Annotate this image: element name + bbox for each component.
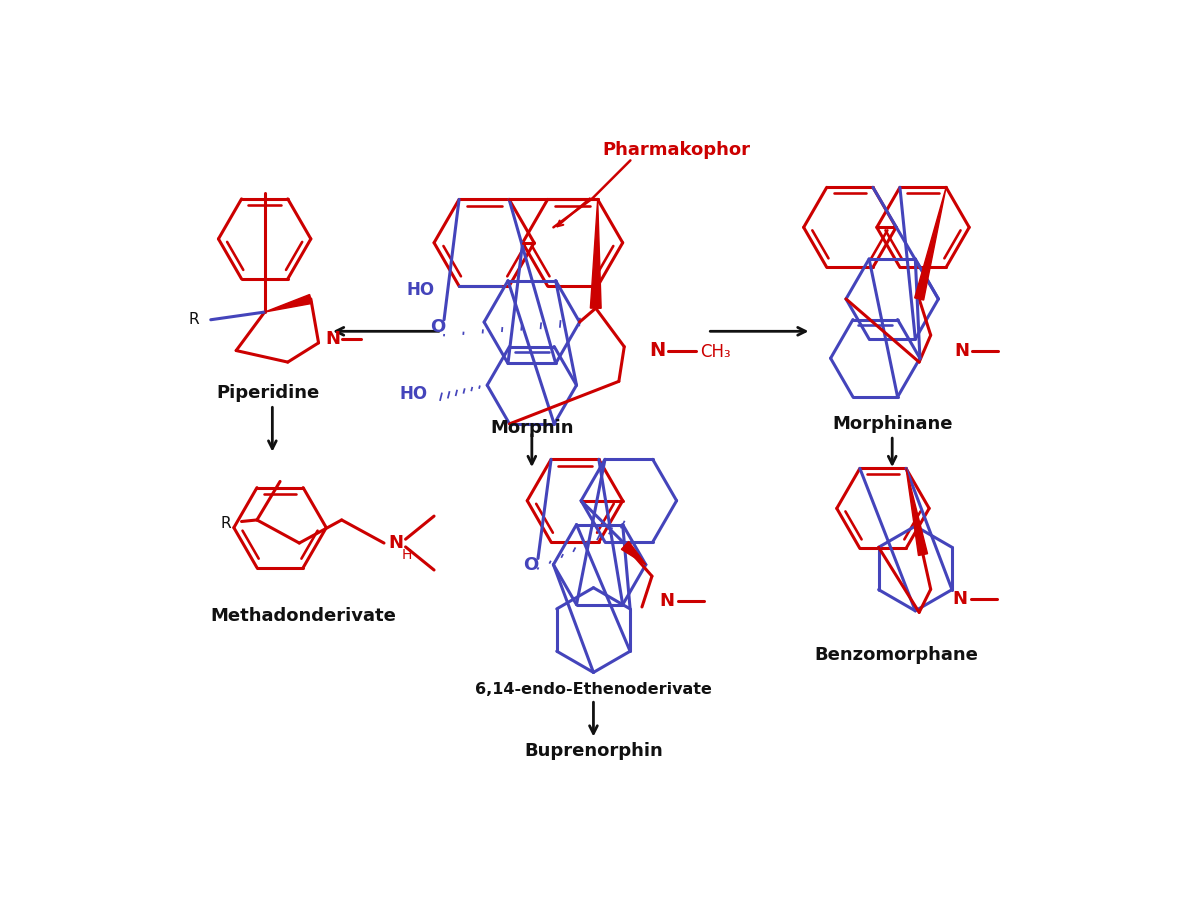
Polygon shape: [906, 468, 928, 555]
Text: N: N: [649, 341, 666, 360]
Text: HO: HO: [407, 281, 434, 299]
Polygon shape: [265, 294, 312, 312]
Text: Piperidine: Piperidine: [217, 384, 320, 402]
Text: H: H: [402, 547, 413, 562]
Text: Benzomorphane: Benzomorphane: [814, 645, 978, 663]
Text: N: N: [954, 342, 970, 360]
Text: Pharmakophor: Pharmakophor: [602, 141, 751, 159]
Polygon shape: [622, 542, 646, 564]
Text: O: O: [431, 319, 445, 337]
Text: O: O: [523, 555, 538, 573]
Text: Buprenorphin: Buprenorphin: [524, 742, 662, 760]
Text: N: N: [660, 592, 674, 610]
Text: Morphinane: Morphinane: [832, 415, 953, 433]
Text: N: N: [953, 590, 967, 608]
Text: R: R: [188, 312, 199, 328]
Text: N: N: [388, 534, 403, 552]
Text: N: N: [325, 330, 340, 348]
Text: Morphin: Morphin: [490, 418, 574, 436]
Polygon shape: [590, 200, 601, 309]
Text: CH₃: CH₃: [700, 343, 731, 361]
Text: HO: HO: [400, 385, 428, 403]
Text: 6,14-endo-Ethenoderivate: 6,14-endo-Ethenoderivate: [475, 682, 712, 697]
Text: Methadonderivate: Methadonderivate: [210, 608, 396, 625]
Polygon shape: [914, 187, 946, 300]
Text: R: R: [221, 517, 232, 531]
